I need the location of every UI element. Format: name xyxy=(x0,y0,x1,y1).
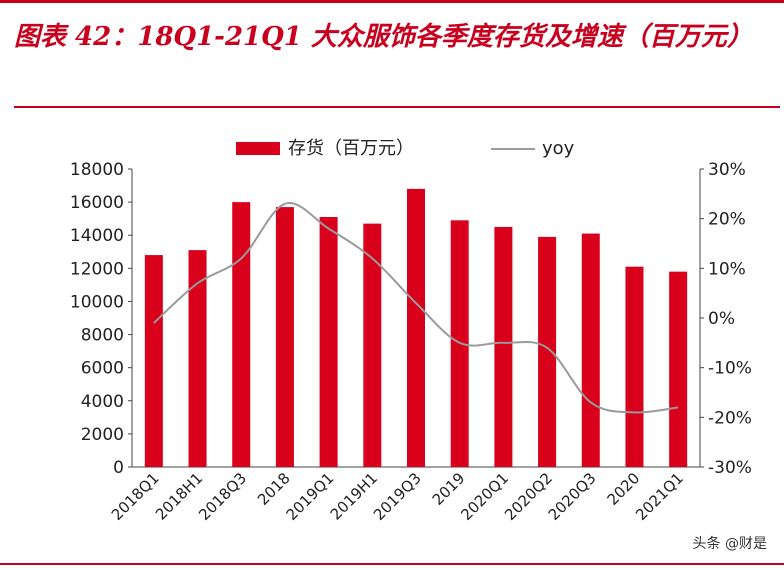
right-tick-label: -30% xyxy=(708,458,752,478)
legend-bar-label: 存货（百万元） xyxy=(288,138,414,159)
left-tick-label: 0 xyxy=(113,458,124,478)
inventory-bar xyxy=(363,223,382,467)
left-tick-label: 4000 xyxy=(81,392,124,412)
left-tick-label: 10000 xyxy=(70,292,124,312)
x-tick-label: 2018 xyxy=(254,469,294,509)
inventory-bar xyxy=(188,250,207,467)
title-rule xyxy=(14,106,780,108)
inventory-bar xyxy=(494,226,513,467)
right-tick-label: 0% xyxy=(708,309,735,329)
legend-bar-swatch xyxy=(236,142,280,155)
x-tick-label: 2020Q3 xyxy=(545,469,600,524)
right-tick-label: -10% xyxy=(708,359,752,379)
inventory-bar xyxy=(319,217,338,467)
inventory-bar xyxy=(669,271,688,467)
x-tick-label: 2019Q3 xyxy=(370,469,425,524)
bottom-rule xyxy=(0,563,784,565)
left-tick-label: 18000 xyxy=(70,160,124,180)
right-tick-label: 10% xyxy=(708,259,746,279)
x-tick-label: 2019Q1 xyxy=(283,469,338,524)
left-tick-label: 12000 xyxy=(70,259,124,279)
left-tick-label: 8000 xyxy=(81,326,124,346)
yoy-line xyxy=(153,202,679,414)
legend-line-label: yoy xyxy=(542,138,575,159)
inventory-bar xyxy=(275,207,294,468)
right-tick-label: 30% xyxy=(708,160,746,180)
left-tick-label: 16000 xyxy=(70,193,124,213)
combo-chart: 0 2000 4000 6000 8000 10000 12000 14000 16000 180… xyxy=(70,138,752,524)
x-tick-label: 2020Q2 xyxy=(501,469,556,524)
left-tick-label: 14000 xyxy=(70,226,124,246)
x-tick-label: 2020Q1 xyxy=(457,469,512,524)
right-tick-label: 20% xyxy=(708,210,746,230)
inventory-bar xyxy=(581,233,600,467)
inventory-bar xyxy=(625,266,644,467)
x-tick-label: 2018Q3 xyxy=(195,469,250,524)
chart-title: 图表 42：18Q1-21Q1 大众服饰各季度存货及增速（百万元） xyxy=(14,22,753,52)
x-tick-label: 2019 xyxy=(429,469,469,509)
left-tick-label: 2000 xyxy=(81,425,124,445)
right-tick-label: -20% xyxy=(708,408,752,428)
inventory-bar xyxy=(144,255,163,467)
inventory-bar xyxy=(538,236,557,467)
top-rule xyxy=(0,0,784,3)
left-tick-label: 6000 xyxy=(81,359,124,379)
inventory-bar xyxy=(407,188,425,467)
watermark: 头条 @财是 xyxy=(689,532,770,554)
x-tick-label: 2020 xyxy=(604,469,644,509)
x-tick-label: 2021Q1 xyxy=(632,469,687,524)
inventory-bar xyxy=(232,202,251,467)
